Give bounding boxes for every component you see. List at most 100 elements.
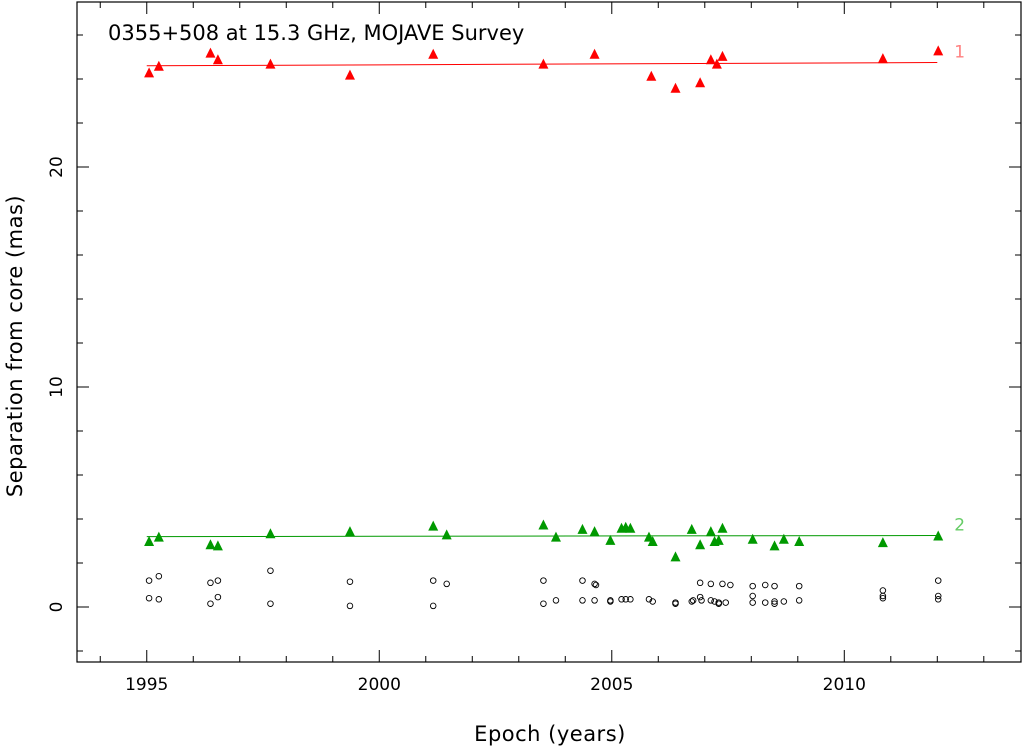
- point-open-circle: [934, 592, 942, 600]
- point-open-circle: [540, 577, 547, 584]
- point-series-2: [605, 534, 616, 545]
- point-open-circle: [761, 599, 769, 606]
- point-series-2: [695, 539, 706, 550]
- point-series-1: [589, 48, 600, 59]
- point-open-circle: [145, 577, 153, 584]
- point-open-circle: [214, 593, 222, 601]
- point-open-circle: [749, 599, 756, 606]
- x-tick-label: 2005: [590, 675, 633, 695]
- point-open-circle: [429, 577, 437, 584]
- point-open-circle: [771, 600, 778, 607]
- point-series-1: [646, 70, 657, 81]
- point-series-2: [344, 526, 355, 537]
- point-series-2: [212, 540, 223, 551]
- point-series-2: [205, 539, 216, 550]
- plot-frame: [76, 1, 1022, 663]
- point-open-circle: [672, 600, 679, 607]
- point-series-2: [647, 536, 658, 546]
- point-open-circle: [645, 596, 653, 603]
- series-labels: 12: [954, 43, 965, 536]
- point-open-circle: [749, 582, 756, 590]
- point-open-circle: [649, 598, 656, 605]
- point-series-2: [933, 530, 944, 541]
- x-axis-label: Epoch (years): [474, 722, 626, 746]
- point-open-circle: [795, 597, 803, 604]
- point-series-2: [686, 523, 697, 534]
- point-open-circle: [879, 592, 887, 600]
- point-open-circle: [722, 599, 729, 606]
- point-open-circle: [552, 597, 560, 604]
- point-series-2: [769, 540, 780, 551]
- point-series-1: [717, 50, 728, 61]
- point-open-circle: [207, 579, 214, 587]
- point-series-1: [538, 58, 549, 69]
- point-open-circle: [155, 572, 163, 580]
- point-series-1: [705, 54, 716, 65]
- point-series-2: [538, 519, 549, 530]
- point-series-1: [711, 58, 722, 69]
- point-open-circle: [579, 577, 586, 584]
- point-series-1: [265, 58, 276, 69]
- y-tick-label: 10: [47, 376, 67, 398]
- point-open-circle: [443, 580, 450, 588]
- point-series-2: [670, 551, 681, 562]
- point-open-circle: [707, 580, 715, 588]
- data-points: [144, 45, 944, 610]
- series-label-1: 1: [954, 43, 965, 63]
- point-open-circle: [771, 582, 778, 590]
- point-open-circle: [727, 581, 734, 589]
- point-series-1: [428, 48, 439, 59]
- point-series-1: [212, 54, 223, 65]
- chart-title: 0355+508 at 15.3 GHz, MOJAVE Survey: [108, 21, 524, 45]
- point-open-circle: [795, 582, 803, 590]
- point-series-2: [717, 522, 728, 533]
- point-open-circle: [346, 602, 354, 610]
- point-open-circle: [771, 598, 778, 605]
- point-open-circle: [591, 580, 598, 588]
- point-open-circle: [688, 598, 696, 605]
- point-open-circle: [207, 600, 214, 607]
- point-open-circle: [698, 597, 705, 604]
- point-open-circle: [696, 579, 704, 587]
- point-open-circle: [689, 597, 697, 604]
- point-open-circle: [696, 593, 704, 601]
- point-open-circle: [749, 592, 756, 600]
- point-open-circle: [145, 594, 153, 602]
- point-open-circle: [618, 596, 625, 603]
- point-open-circle: [879, 594, 887, 602]
- point-series-2: [144, 536, 155, 546]
- point-series-2: [778, 533, 789, 544]
- point-series-1: [670, 82, 681, 93]
- fit-line-series-2: [146, 535, 938, 538]
- point-open-circle: [429, 602, 437, 610]
- point-open-circle: [346, 578, 354, 585]
- point-open-circle: [934, 577, 942, 584]
- point-open-circle: [579, 597, 586, 604]
- point-series-2: [550, 531, 561, 542]
- point-series-2: [794, 536, 805, 546]
- point-series-2: [625, 522, 636, 533]
- point-open-circle: [592, 581, 600, 589]
- y-tick-label: 0: [47, 602, 67, 613]
- point-series-2: [577, 523, 588, 534]
- point-series-2: [153, 531, 164, 542]
- series-label-2: 2: [954, 516, 965, 536]
- point-open-circle: [707, 597, 715, 604]
- point-series-1: [344, 69, 355, 80]
- point-open-circle: [934, 596, 942, 603]
- point-open-circle: [267, 567, 274, 574]
- point-open-circle: [715, 600, 722, 607]
- y-axis-label: Separation from core (mas): [3, 195, 27, 497]
- point-series-2: [705, 526, 716, 537]
- point-series-2: [428, 520, 439, 531]
- point-open-circle: [879, 587, 887, 594]
- fit-lines: [146, 62, 938, 538]
- point-series-1: [695, 77, 706, 88]
- point-series-2: [589, 526, 600, 537]
- point-open-circle: [622, 596, 629, 603]
- x-tick-label: 2000: [358, 675, 401, 695]
- point-series-1: [153, 60, 164, 71]
- point-series-1: [933, 45, 944, 56]
- x-tick-label: 1995: [125, 675, 168, 695]
